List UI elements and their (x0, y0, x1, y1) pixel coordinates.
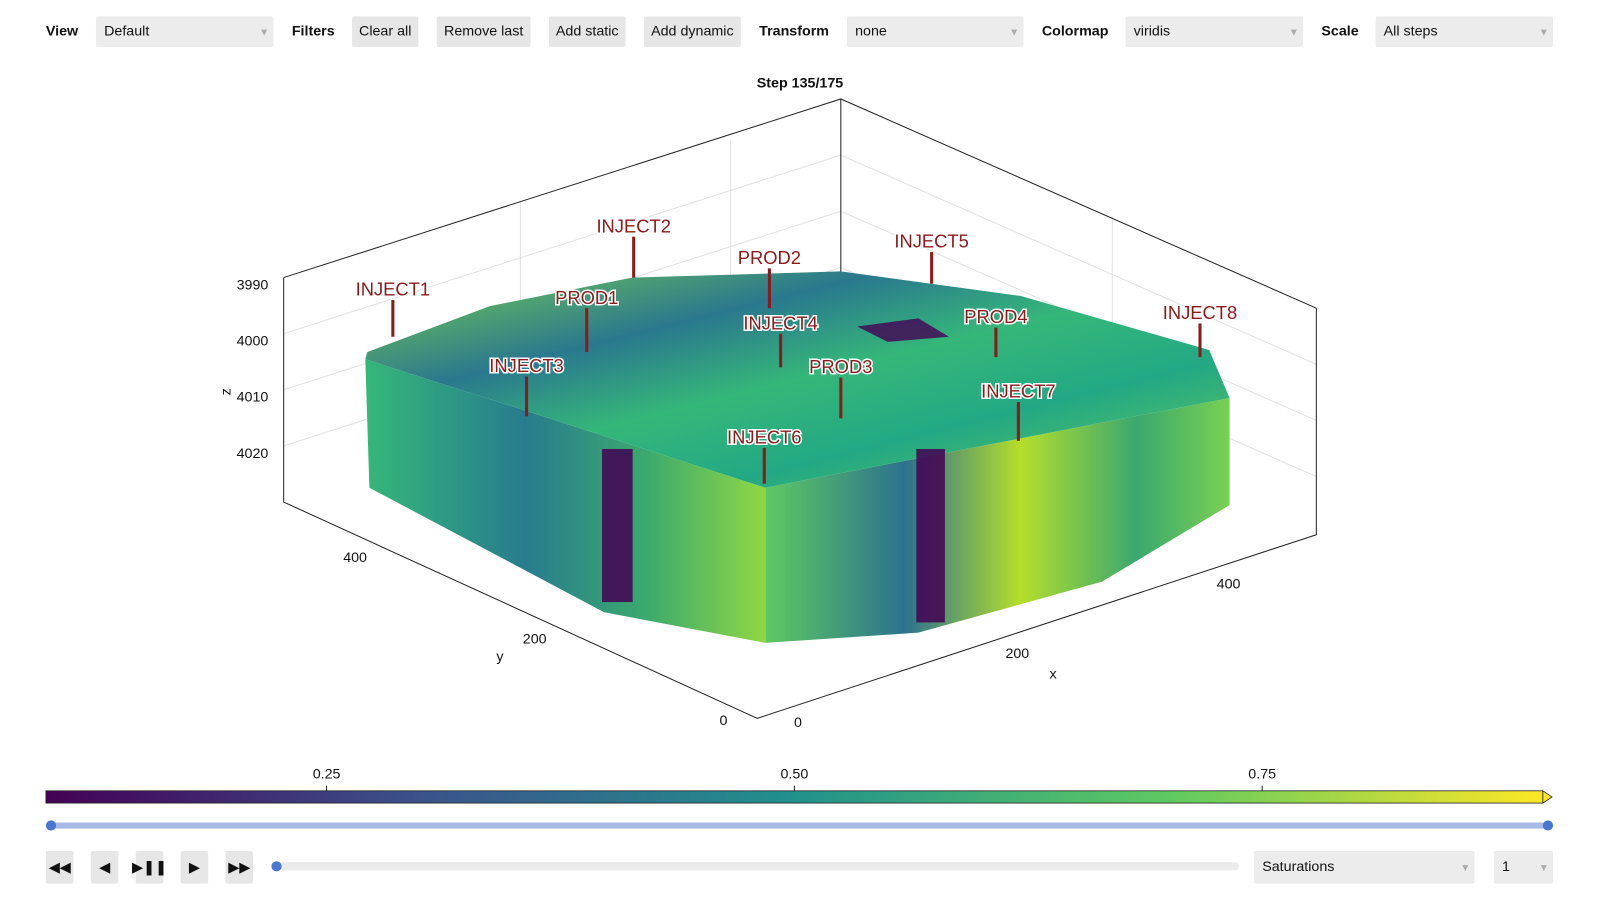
well-label: INJECT8 (1163, 302, 1237, 323)
button-label: Remove last (444, 23, 523, 39)
wells: INJECT1 INJECT2 PROD2 INJECT5 PROD1 INJE… (354, 214, 1239, 484)
svg-text:▼: ▼ (1460, 863, 1470, 874)
button[interactable]: Add static (548, 16, 626, 47)
prev-button[interactable]: ◀ (90, 851, 119, 884)
x-tick-label: 200 (1005, 646, 1029, 662)
colorbar: 0.25 0.50 0.75 (45, 766, 1553, 804)
colorbar-tick-label: 0.50 (781, 766, 809, 782)
well-label: PROD1 (555, 287, 618, 308)
colorbar-tick-label: 0.75 (1248, 766, 1276, 782)
svg-text:◀: ◀ (99, 860, 110, 876)
y-tick-label: 0 (720, 713, 728, 729)
axis-labels: 3990 4000 4010 4020 z 0 200 400 y 0 200 … (218, 277, 1240, 731)
dropdown-value: Default (104, 23, 149, 39)
label: Filters (292, 23, 335, 39)
x-axis-label: x (1049, 666, 1056, 682)
last-button[interactable]: ▶▶ (225, 851, 254, 884)
label: Transform (759, 23, 829, 39)
label: View (46, 23, 79, 39)
well-label: PROD2 (738, 247, 801, 268)
well-label: INJECT6 (727, 427, 801, 448)
controls: ◀◀ ◀ ▶❚❚ ▶ ▶▶ Saturations ▼ 1 ▼ (45, 820, 1554, 884)
button[interactable]: Add dynamic (643, 16, 741, 47)
view-dropdown[interactable]: Default ▼ (95, 16, 274, 47)
well-label: PROD4 (964, 306, 1027, 327)
z-tick-label: 3990 (237, 277, 269, 293)
plot-3d: Step 135/175 INJECT1 INJECT2 PROD2 INJEC… (218, 75, 1317, 731)
colormap-dropdown[interactable]: viridis ▼ (1125, 16, 1304, 47)
z-axis-label: z (218, 388, 234, 395)
label: Scale (1321, 23, 1358, 39)
well-label: INJECT7 (981, 381, 1055, 402)
button-label: Clear all (359, 23, 411, 39)
plot-title: Step 135/175 (757, 75, 844, 91)
dropdown-value: 1 (1502, 859, 1510, 875)
y-tick-label: 400 (343, 550, 367, 566)
label: Colormap (1042, 23, 1109, 39)
dropdown-value: viridis (1134, 23, 1170, 39)
svg-text:▶❚❚: ▶❚❚ (132, 860, 167, 876)
svg-text:▶▶: ▶▶ (228, 860, 250, 876)
first-button[interactable]: ◀◀ (45, 851, 74, 884)
y-axis-label: y (496, 649, 504, 665)
step-slider[interactable] (271, 861, 1239, 872)
dropdown-value: All steps (1384, 23, 1438, 39)
z-tick-label: 4000 (237, 334, 269, 350)
colorbar-extension (1542, 790, 1553, 804)
reservoir (365, 271, 1230, 643)
svg-text:▼: ▼ (259, 27, 269, 38)
transform-dropdown[interactable]: none ▼ (846, 16, 1024, 47)
button-label: Add static (556, 23, 619, 39)
colorbar-tick-label: 0.25 (313, 766, 341, 782)
button-label: Add dynamic (651, 23, 733, 39)
well-label: INJECT5 (894, 231, 968, 252)
scale-dropdown[interactable]: All steps ▼ (1375, 16, 1554, 47)
button[interactable]: Remove last (436, 16, 531, 47)
z-tick-label: 4020 (237, 446, 269, 462)
well-label: INJECT1 (356, 279, 430, 300)
play-button[interactable]: ▶ (180, 851, 209, 884)
pause-button[interactable]: ▶❚❚ (132, 851, 167, 884)
y-tick-label: 200 (523, 632, 547, 648)
range-slider[interactable] (45, 820, 1554, 831)
dropdown-value: none (855, 23, 887, 39)
svg-text:◀◀: ◀◀ (49, 860, 71, 876)
dropdown-value: Saturations (1262, 859, 1334, 875)
colorbar-gradient (45, 790, 1544, 804)
well-label: INJECT2 (596, 215, 670, 236)
svg-text:▼: ▼ (1539, 863, 1549, 874)
svg-text:▼: ▼ (1539, 27, 1549, 38)
x-tick-label: 0 (794, 715, 802, 731)
component-dropdown[interactable]: 1 ▼ (1493, 851, 1554, 884)
svg-text:▶: ▶ (189, 860, 200, 876)
well-label: INJECT4 (743, 312, 817, 333)
x-tick-label: 400 (1217, 576, 1241, 592)
z-tick-label: 4010 (237, 390, 269, 406)
well-label: PROD3 (809, 356, 872, 377)
variable-dropdown[interactable]: Saturations ▼ (1254, 851, 1475, 884)
well-label: INJECT3 (489, 355, 563, 376)
button[interactable]: Clear all (352, 16, 419, 47)
svg-text:▼: ▼ (1009, 27, 1019, 38)
toolbar: View Default ▼ Filters Clear all Remove l… (46, 16, 1554, 47)
svg-text:▼: ▼ (1289, 27, 1299, 38)
